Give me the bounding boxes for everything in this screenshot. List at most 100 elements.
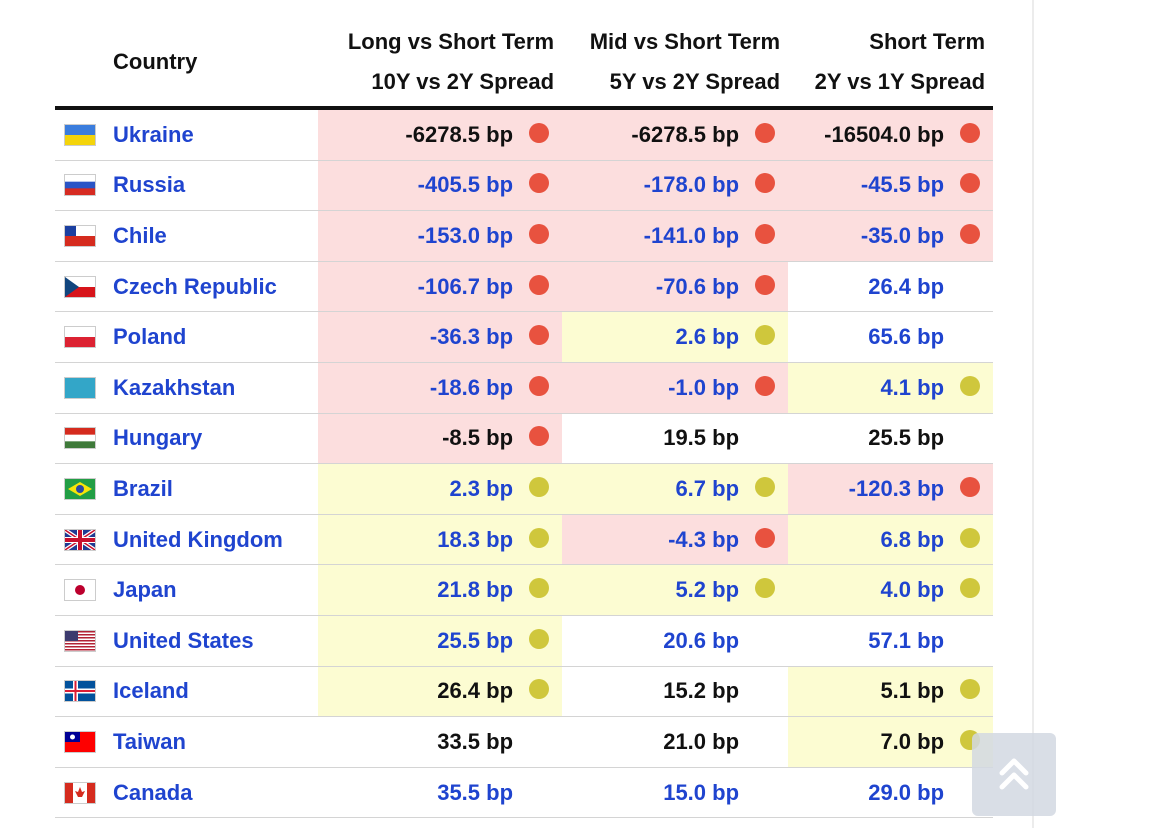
value-text[interactable]: 18.3 bp xyxy=(437,526,514,552)
value-cell: 26.4 bp xyxy=(318,666,563,718)
value-cell: 25.5 bp xyxy=(318,615,563,667)
value-cell: 4.1 bp xyxy=(788,362,994,414)
value-text[interactable]: -36.3 bp xyxy=(429,324,514,350)
country-cell: Ukraine xyxy=(105,108,319,161)
value-cell: -120.3 bp xyxy=(788,463,994,515)
country-cell: United Kingdom xyxy=(105,514,319,566)
value-cell: -35.0 bp xyxy=(788,210,994,262)
value-text[interactable]: -45.5 bp xyxy=(860,172,945,198)
header-title: Short Term xyxy=(869,29,986,54)
value-text[interactable]: -153.0 bp xyxy=(417,222,514,248)
value-text[interactable]: 57.1 bp xyxy=(868,627,945,653)
country-link[interactable]: Russia xyxy=(113,172,186,198)
value-text: 25.5 bp xyxy=(868,425,945,451)
table-row: Japan 21.8 bp 5.2 bp 4.0 bp xyxy=(55,564,994,616)
table-row: Brazil 2.3 bp 6.7 bp -120.3 bp xyxy=(55,463,994,515)
country-link[interactable]: Japan xyxy=(113,577,177,603)
value-text[interactable]: 6.8 bp xyxy=(880,526,945,552)
scroll-top-button[interactable] xyxy=(972,733,1056,816)
flag-cell xyxy=(55,210,105,262)
flag-icon xyxy=(64,730,96,753)
value-text[interactable]: 29.0 bp xyxy=(868,779,945,805)
content-frame xyxy=(1032,0,1034,828)
flag-icon xyxy=(64,629,96,652)
value-text: 21.0 bp xyxy=(663,728,740,754)
value-text[interactable]: 2.3 bp xyxy=(449,475,514,501)
country-cell: Iceland xyxy=(105,666,319,718)
value-text[interactable]: 5.2 bp xyxy=(675,577,740,603)
value-text[interactable]: 35.5 bp xyxy=(437,779,514,805)
value-cell: 21.8 bp xyxy=(318,564,563,616)
country-link[interactable]: Chile xyxy=(113,222,167,248)
value-text[interactable]: -141.0 bp xyxy=(643,222,740,248)
country-link[interactable]: Ukraine xyxy=(113,121,194,147)
table-row: Kazakhstan -18.6 bp -1.0 bp 4.1 bp xyxy=(55,362,994,414)
flag-cell xyxy=(55,716,105,768)
country-cell: Poland xyxy=(105,311,319,363)
status-dot xyxy=(960,223,981,244)
value-cell: 5.1 bp xyxy=(788,666,994,718)
value-cell: -45.5 bp xyxy=(788,160,994,212)
value-text[interactable]: -405.5 bp xyxy=(417,172,514,198)
column-header: Long vs Short Term 10Y vs 2Y Spread xyxy=(318,18,563,110)
value-text[interactable]: 4.0 bp xyxy=(880,577,945,603)
value-text[interactable]: -106.7 bp xyxy=(417,273,514,299)
value-cell: 6.8 bp xyxy=(788,514,994,566)
value-text[interactable]: 15.0 bp xyxy=(663,779,740,805)
value-text[interactable]: 20.6 bp xyxy=(663,627,740,653)
status-dot xyxy=(960,375,981,396)
scroll-top-icon xyxy=(999,758,1029,790)
country-link[interactable]: United States xyxy=(113,627,254,653)
flag-cell xyxy=(55,666,105,718)
value-text[interactable]: 2.6 bp xyxy=(675,324,740,350)
header-title: Long vs Short Term xyxy=(347,29,555,54)
value-text[interactable]: 21.8 bp xyxy=(437,577,514,603)
country-cell: Canada xyxy=(105,767,319,819)
country-link[interactable]: United Kingdom xyxy=(113,526,283,552)
value-text[interactable]: 25.5 bp xyxy=(437,627,514,653)
flag-icon xyxy=(64,376,96,399)
value-text: 19.5 bp xyxy=(663,425,740,451)
status-dot xyxy=(529,426,550,447)
country-link[interactable]: Brazil xyxy=(113,475,173,501)
value-text[interactable]: 26.4 bp xyxy=(868,273,945,299)
value-cell: 20.6 bp xyxy=(562,615,789,667)
flag-icon xyxy=(64,123,96,146)
value-cell: 18.3 bp xyxy=(318,514,563,566)
country-link[interactable]: Kazakhstan xyxy=(113,374,236,400)
status-dot xyxy=(960,578,981,599)
country-cell: United States xyxy=(105,615,319,667)
flag-icon xyxy=(64,477,96,500)
value-cell: -6278.5 bp xyxy=(318,108,563,161)
country-link[interactable]: Hungary xyxy=(113,425,203,451)
value-text[interactable]: -70.6 bp xyxy=(655,273,740,299)
value-text[interactable]: -18.6 bp xyxy=(429,374,514,400)
flag-icon xyxy=(64,174,96,197)
country-link[interactable]: Poland xyxy=(113,324,187,350)
value-text[interactable]: 65.6 bp xyxy=(868,324,945,350)
flag-cell xyxy=(55,311,105,363)
column-header: Mid vs Short Term 5Y vs 2Y Spread xyxy=(562,18,789,110)
country-link[interactable]: Canada xyxy=(113,779,193,805)
flag-cell xyxy=(55,108,105,161)
value-cell: -178.0 bp xyxy=(562,160,789,212)
country-link[interactable]: Czech Republic xyxy=(113,273,277,299)
value-cell: 2.6 bp xyxy=(562,311,789,363)
status-dot xyxy=(755,325,776,346)
value-text[interactable]: -4.3 bp xyxy=(668,526,740,552)
country-link[interactable]: Taiwan xyxy=(113,728,186,754)
value-text[interactable]: -35.0 bp xyxy=(860,222,945,248)
flag-cell xyxy=(55,261,105,313)
value-cell: -36.3 bp xyxy=(318,311,563,363)
value-text: -8.5 bp xyxy=(442,425,514,451)
value-text[interactable]: -1.0 bp xyxy=(668,374,740,400)
country-link[interactable]: Iceland xyxy=(113,678,189,704)
value-cell: 26.4 bp xyxy=(788,261,994,313)
value-text[interactable]: 4.1 bp xyxy=(880,374,945,400)
table-row: Ukraine -6278.5 bp -6278.5 bp -16504.0 bp xyxy=(55,108,994,161)
value-text[interactable]: 6.7 bp xyxy=(675,475,740,501)
value-text[interactable]: -120.3 bp xyxy=(848,475,945,501)
value-text[interactable]: -178.0 bp xyxy=(643,172,740,198)
status-dot xyxy=(960,173,981,194)
